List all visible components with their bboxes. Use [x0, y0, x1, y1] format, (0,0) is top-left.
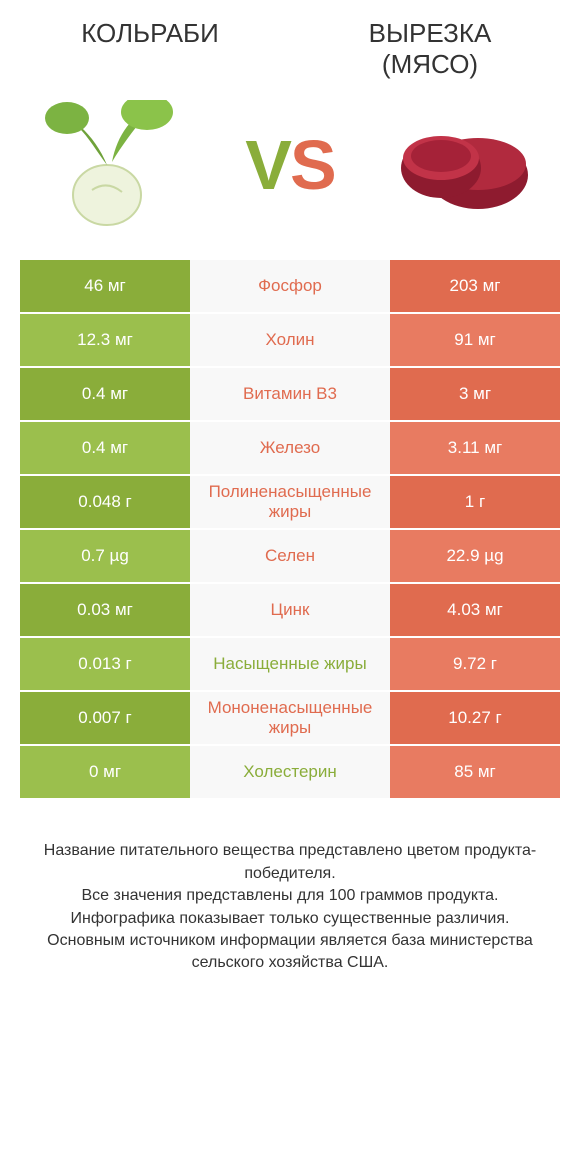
table-row: 0 мгХолестерин85 мг [20, 746, 560, 800]
value-right: 3.11 мг [390, 422, 560, 476]
nutrient-label: Мононенасыщенные жиры [190, 692, 390, 746]
table-row: 0.03 мгЦинк4.03 мг [20, 584, 560, 638]
header-right-line1: Вырезка [369, 18, 492, 48]
value-right: 4.03 мг [390, 584, 560, 638]
value-left: 0.048 г [20, 476, 190, 530]
value-left: 0.007 г [20, 692, 190, 746]
nutrient-label: Витамин B3 [190, 368, 390, 422]
value-left: 0.03 мг [20, 584, 190, 638]
value-right: 22.9 µg [390, 530, 560, 584]
table-row: 12.3 мгХолин91 мг [20, 314, 560, 368]
vs-row: VS [0, 90, 580, 260]
table-row: 0.013 гНасыщенные жиры9.72 г [20, 638, 560, 692]
value-left: 0.4 мг [20, 368, 190, 422]
meat-icon [378, 100, 548, 230]
nutrient-label: Насыщенные жиры [190, 638, 390, 692]
table-row: 46 мгФосфор203 мг [20, 260, 560, 314]
header-right-line2: (мясо) [382, 49, 478, 79]
table-row: 0.048 гПолиненасыщенные жиры1 г [20, 476, 560, 530]
table-row: 0.4 мгЖелезо3.11 мг [20, 422, 560, 476]
nutrient-label: Цинк [190, 584, 390, 638]
value-right: 3 мг [390, 368, 560, 422]
value-left: 0.4 мг [20, 422, 190, 476]
footer-notes: Название питательного вещества представл… [20, 840, 560, 974]
nutrient-label: Холестерин [190, 746, 390, 800]
nutrient-label: Железо [190, 422, 390, 476]
value-right: 203 мг [390, 260, 560, 314]
value-right: 1 г [390, 476, 560, 530]
value-right: 85 мг [390, 746, 560, 800]
value-left: 0.7 µg [20, 530, 190, 584]
value-right: 91 мг [390, 314, 560, 368]
header: Кольраби Вырезка (мясо) [0, 0, 580, 90]
footer-line-4: Основным источником информации является … [20, 930, 560, 975]
footer-line-3: Инфографика показывает только существенн… [20, 908, 560, 930]
nutrient-label: Полиненасыщенные жиры [190, 476, 390, 530]
vs-v: V [245, 126, 290, 204]
value-left: 46 мг [20, 260, 190, 314]
table-row: 0.7 µgСелен22.9 µg [20, 530, 560, 584]
kohlrabi-icon [32, 100, 202, 230]
value-left: 0 мг [20, 746, 190, 800]
footer-line-2: Все значения представлены для 100 граммо… [20, 885, 560, 907]
header-right: Вырезка (мясо) [290, 18, 570, 80]
value-right: 9.72 г [390, 638, 560, 692]
vs-s: S [290, 126, 335, 204]
nutrient-label: Холин [190, 314, 390, 368]
vs-label: VS [245, 125, 334, 205]
table-row: 0.4 мгВитамин B33 мг [20, 368, 560, 422]
value-left: 0.013 г [20, 638, 190, 692]
header-left: Кольраби [10, 18, 290, 80]
value-left: 12.3 мг [20, 314, 190, 368]
nutrient-label: Селен [190, 530, 390, 584]
table-row: 0.007 гМононенасыщенные жиры10.27 г [20, 692, 560, 746]
footer-line-1: Название питательного вещества представл… [20, 840, 560, 885]
comparison-table: 46 мгФосфор203 мг12.3 мгХолин91 мг0.4 мг… [20, 260, 560, 800]
nutrient-label: Фосфор [190, 260, 390, 314]
value-right: 10.27 г [390, 692, 560, 746]
